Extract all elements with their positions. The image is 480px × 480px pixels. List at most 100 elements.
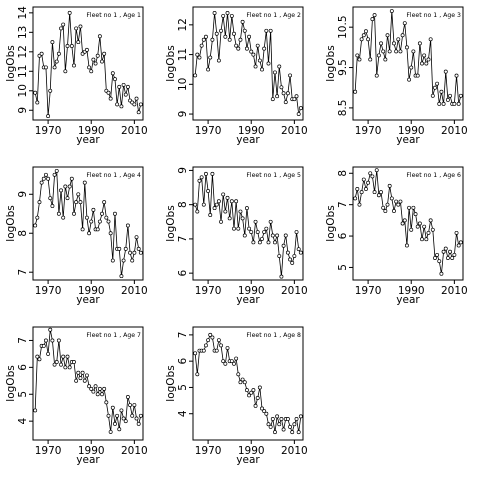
data-point [296,112,301,117]
data-point [249,230,254,235]
data-point [119,408,124,413]
data-point [251,388,256,393]
data-point [417,221,422,226]
data-point [134,416,139,421]
x-axis-title: year [236,134,260,146]
data-point [134,235,139,240]
data-point [413,212,418,217]
data-point [95,53,100,58]
data-point [400,33,405,38]
data-point [394,199,399,204]
y-tick-label: 4 [17,418,29,425]
data-point [229,359,234,364]
data-point [33,90,38,95]
data-point [420,237,424,242]
data-point [400,221,405,226]
data-point [359,190,364,195]
data-point [67,10,72,15]
data-point [450,256,455,260]
data-point [201,202,206,207]
y-tick-label: 13 [17,26,29,39]
data-point [262,230,267,235]
data-point [89,219,94,224]
y-axis-title: logObs [5,205,17,241]
data-point [422,224,427,229]
x-tick-label: 1990 [238,285,265,297]
data-point [69,176,74,181]
data-point [33,408,38,413]
data-point [379,41,383,46]
data-point [370,17,375,22]
data-point [128,250,133,255]
y-tick-label: 12 [17,45,29,58]
y-tick-label: 8 [17,230,29,237]
y-tick-label: 14 [17,6,29,20]
data-point [78,376,83,381]
data-point [420,61,424,66]
data-point [108,96,113,101]
data-point [398,49,403,54]
panel-title: Fleet no 1 , Age 7 [86,332,141,339]
data-point [285,250,290,255]
data-point [76,370,81,375]
data-point [43,172,48,177]
x-tick-label: 1970 [355,125,382,137]
data-point [279,417,284,421]
x-tick-label: 1990 [238,125,265,137]
data-point [260,236,264,241]
data-point [216,338,221,343]
data-point [234,43,239,48]
y-tick-label: 6 [337,232,349,239]
data-point [387,183,392,188]
data-point [374,168,379,173]
data-point [87,384,92,389]
data-point [67,365,72,370]
data-point [281,243,286,248]
data-point [268,424,273,429]
plot-frame [192,166,304,281]
x-tick-label: 1990 [398,285,425,297]
data-point [35,215,40,220]
data-point [35,354,40,359]
data-point [216,199,221,204]
data-point [221,13,226,18]
data-point [110,258,115,263]
data-point [76,40,81,45]
x-tick-label: 2010 [121,285,148,297]
data-point [110,71,115,76]
data-point [441,249,446,254]
data-point [255,230,260,235]
y-axis-title: logObs [325,45,337,81]
chart-panel-6: Fleet no 1 , Age 6 1970 1990 2010 5 6 7 8 year lo… [325,166,468,306]
series-line [34,169,142,277]
data-point [76,192,81,197]
data-point [106,219,111,224]
data-point [130,413,135,418]
data-point [136,421,141,426]
data-point [225,346,230,350]
data-point [56,338,61,343]
data-point [422,53,427,58]
x-tick-label: 2010 [281,125,308,137]
chart-panel-7: Fleet no 1 , Age 7 1970 1990 2010 4 5 6 7 year lo… [5,326,148,466]
data-point [59,362,63,367]
data-point [91,57,96,62]
data-point [214,348,219,353]
data-point [392,208,396,213]
data-point [255,43,260,48]
data-point [264,411,269,416]
data-point [456,101,461,106]
y-tick-label: 7 [17,269,29,276]
data-point [221,359,226,364]
y-axis-title: logObs [165,205,177,241]
data-point [275,414,280,419]
data-point [225,10,230,15]
data-point [123,246,128,251]
data-point [48,327,53,332]
data-point [125,223,130,228]
data-point [242,380,247,385]
data-point [132,250,137,255]
data-point [445,256,450,260]
data-point [394,49,399,54]
